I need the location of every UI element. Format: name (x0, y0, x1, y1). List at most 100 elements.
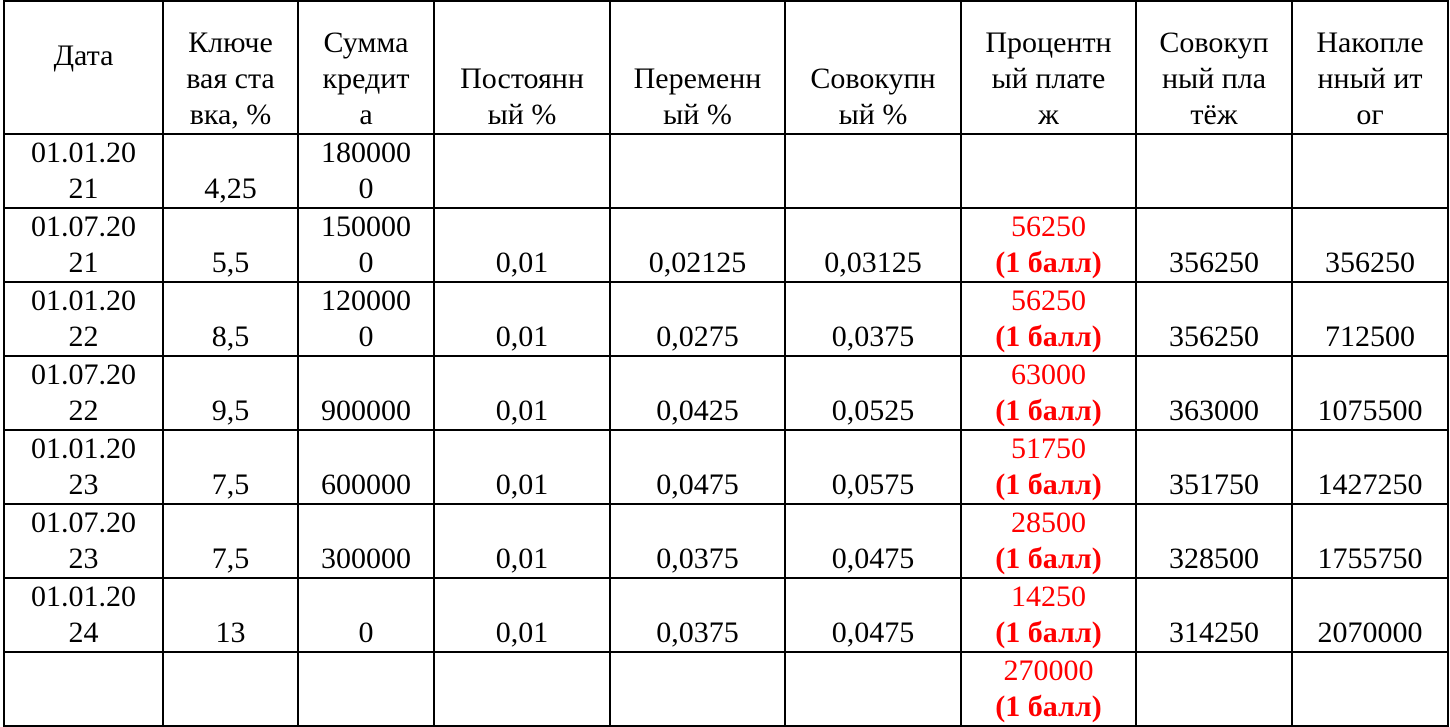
payment-score: (1 балл) (995, 246, 1102, 279)
empty-cell (1291, 133, 1449, 209)
cell: 7,5 (162, 429, 299, 505)
cell: 0,0375 (609, 503, 786, 579)
cell: 0,0425 (609, 355, 786, 431)
cell: 900000 (297, 355, 435, 431)
cell: 01.07.2022 (3, 355, 164, 431)
payment-value: 63000 (1011, 358, 1086, 391)
cell: 1500000 (297, 207, 435, 283)
payment-value: 51750 (1011, 432, 1086, 465)
cell: 0,0525 (784, 355, 962, 431)
cell: 0,0275 (609, 281, 786, 357)
cell: 4,25 (162, 133, 299, 209)
payment-value: 270000 (1003, 654, 1094, 687)
payment-value: 56250 (1011, 284, 1086, 317)
payment-score: (1 балл) (995, 616, 1102, 649)
header-cell: Накопленный итог (1291, 0, 1449, 135)
empty-cell (1291, 651, 1449, 727)
cell: 351750 (1135, 429, 1293, 505)
empty-cell (609, 651, 786, 727)
empty-cell (609, 133, 786, 209)
header-row: Дата Ключевая ставка, % Сумма кредита Посто… (3, 0, 1449, 135)
table-row: 270000 (1 балл) (3, 651, 1449, 727)
table-row: 01.01.2024 13 0 0,01 0,0375 0,0475 14250 (1 бал… (3, 577, 1449, 653)
cell: 0,0375 (609, 577, 786, 653)
header-cell: Совокупный платёж (1135, 0, 1293, 135)
header-cell: Процентный платеж (960, 0, 1137, 135)
cell: 0,01 (433, 207, 611, 283)
payment-score: (1 балл) (995, 468, 1102, 501)
header-cell: Постоянный % (433, 0, 611, 135)
cell: 300000 (297, 503, 435, 579)
cell: 2070000 (1291, 577, 1449, 653)
payment-cell: 270000 (1 балл) (960, 651, 1137, 727)
cell: 01.07.2021 (3, 207, 164, 283)
payment-value: 14250 (1011, 580, 1086, 613)
cell: 0,0375 (784, 281, 962, 357)
empty-cell (784, 651, 962, 727)
cell: 328500 (1135, 503, 1293, 579)
table-row: 01.07.2021 5,5 1500000 0,01 0,02125 0,03125 56… (3, 207, 1449, 283)
cell: 0,01 (433, 281, 611, 357)
empty-cell (1135, 133, 1293, 209)
cell: 9,5 (162, 355, 299, 431)
empty-cell (433, 651, 611, 727)
table-row: 01.01.2021 4,25 1800000 (3, 133, 1449, 209)
cell: 1200000 (297, 281, 435, 357)
cell: 0,01 (433, 355, 611, 431)
payment-score: (1 балл) (995, 690, 1102, 723)
cell: 1800000 (297, 133, 435, 209)
cell: 01.01.2024 (3, 577, 164, 653)
cell: 363000 (1135, 355, 1293, 431)
payment-value: 28500 (1011, 506, 1086, 539)
payment-cell: 56250 (1 балл) (960, 281, 1137, 357)
cell: 0,0475 (784, 577, 962, 653)
header-cell: Совокупный % (784, 0, 962, 135)
payment-score: (1 балл) (995, 542, 1102, 575)
cell: 712500 (1291, 281, 1449, 357)
payment-cell: 63000 (1 балл) (960, 355, 1137, 431)
empty-cell (433, 133, 611, 209)
cell: 1755750 (1291, 503, 1449, 579)
cell: 0,02125 (609, 207, 786, 283)
cell: 01.07.2023 (3, 503, 164, 579)
empty-cell (162, 651, 299, 727)
cell: 356250 (1291, 207, 1449, 283)
header-cell: Дата (3, 0, 164, 135)
cell: 0,0475 (784, 503, 962, 579)
payment-cell: 51750 (1 балл) (960, 429, 1137, 505)
payment-cell: 56250 (1 балл) (960, 207, 1137, 283)
payment-value: 56250 (1011, 210, 1086, 243)
cell: 01.01.2022 (3, 281, 164, 357)
table-row: 01.07.2023 7,5 300000 0,01 0,0375 0,0475 28500… (3, 503, 1449, 579)
header-cell: Сумма кредита (297, 0, 435, 135)
payment-score: (1 балл) (995, 394, 1102, 427)
empty-cell (784, 133, 962, 209)
cell: 8,5 (162, 281, 299, 357)
cell: 1427250 (1291, 429, 1449, 505)
empty-cell (1135, 651, 1293, 727)
cell: 0 (297, 577, 435, 653)
cell: 0,01 (433, 577, 611, 653)
cell: 0,0575 (784, 429, 962, 505)
payment-score: (1 балл) (995, 320, 1102, 353)
cell: 5,5 (162, 207, 299, 283)
table-row: 01.01.2023 7,5 600000 0,01 0,0475 0,0575 51750… (3, 429, 1449, 505)
table-row: 01.01.2022 8,5 1200000 0,01 0,0275 0,0375 5625… (3, 281, 1449, 357)
cell: 600000 (297, 429, 435, 505)
header-cell: Ключевая ставка, % (162, 0, 299, 135)
cell: 0,03125 (784, 207, 962, 283)
cell: 7,5 (162, 503, 299, 579)
cell: 01.01.2021 (3, 133, 164, 209)
table-body: 01.01.2021 4,25 1800000 01.07.2021 5,5 150000… (3, 133, 1449, 727)
empty-cell (297, 651, 435, 727)
cell: 356250 (1135, 207, 1293, 283)
table-row: 01.07.2022 9,5 900000 0,01 0,0425 0,0525 63000… (3, 355, 1449, 431)
cell: 314250 (1135, 577, 1293, 653)
cell: 356250 (1135, 281, 1293, 357)
cell: 0,01 (433, 503, 611, 579)
payment-cell: 14250 (1 балл) (960, 577, 1137, 653)
credit-table: Дата Ключевая ставка, % Сумма кредита Посто… (3, 0, 1449, 727)
payment-cell: 28500 (1 балл) (960, 503, 1137, 579)
cell: 1075500 (1291, 355, 1449, 431)
